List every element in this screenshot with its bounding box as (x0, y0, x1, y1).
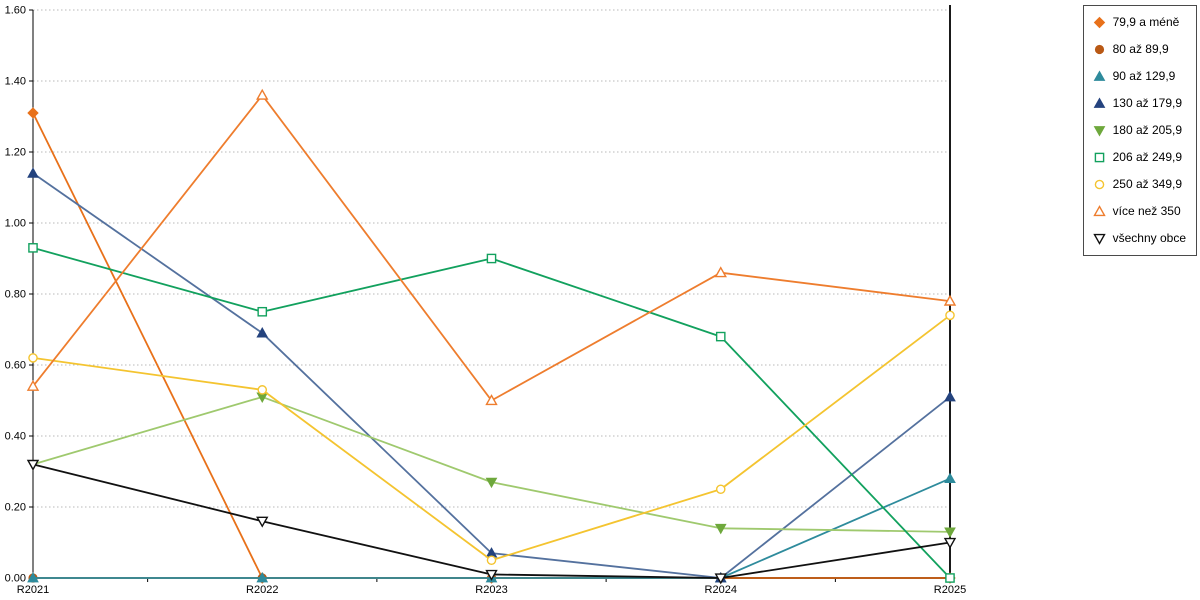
legend-item: 79,9 a méně (1093, 15, 1186, 29)
data-point-marker (943, 537, 957, 549)
legend-marker-icon (1092, 233, 1106, 245)
circle-open-icon (1094, 179, 1104, 189)
y-axis-tick-label: 1.40 (5, 76, 26, 88)
legend-item: 90 až 129,9 (1093, 69, 1186, 83)
legend-item-label: 250 až 349,9 (1112, 177, 1183, 191)
legend-item-label: 180 až 205,9 (1112, 123, 1183, 137)
data-point-marker (26, 459, 40, 471)
y-axis-tick-label: 1.60 (5, 5, 26, 17)
y-axis-tick-label: 0.40 (5, 431, 26, 443)
series-line (32, 94, 951, 402)
legend-marker-icon (1093, 69, 1105, 81)
legend-item: všechny obce (1092, 231, 1186, 245)
y-axis-tick-label: 0.80 (5, 289, 26, 301)
data-point-marker (715, 331, 726, 342)
legend-item-label: 206 až 249,9 (1112, 150, 1183, 164)
data-point-marker (485, 569, 498, 581)
data-point-marker (257, 306, 268, 317)
x-axis-tick-label: R2023 (475, 584, 507, 596)
legend-item-label: více než 350 (1112, 204, 1181, 218)
triangle-open-icon (1092, 204, 1106, 216)
x-axis-tick-label: R2022 (246, 584, 278, 596)
data-point-marker (27, 571, 39, 583)
circle-filled-icon (1094, 44, 1104, 54)
data-point-marker (715, 484, 726, 495)
y-axis-tick-label: 0.60 (5, 360, 26, 372)
data-point-marker (714, 573, 727, 585)
x-axis-tick-label: R2021 (17, 584, 49, 596)
data-point-marker (28, 353, 38, 363)
data-point-marker (945, 310, 955, 321)
legend-item: 180 až 205,9 (1093, 123, 1186, 137)
legend-marker-icon (1094, 152, 1104, 162)
data-point-marker (486, 253, 497, 264)
series-line (32, 314, 951, 562)
data-point-marker (256, 327, 269, 338)
data-point-marker (485, 477, 498, 489)
legend-item-label: všechny obce (1112, 231, 1186, 245)
legend-marker-icon (1092, 204, 1106, 216)
legend-marker-icon (1093, 16, 1105, 28)
square-open-icon (1094, 152, 1104, 162)
data-point-marker (27, 167, 39, 178)
legend-item: více než 350 (1092, 204, 1186, 218)
triangle-down-open-icon (1092, 233, 1106, 245)
legend-marker-icon (1094, 44, 1104, 54)
data-point-marker (257, 385, 268, 395)
y-axis-tick-label: 0.20 (5, 502, 26, 514)
legend-item: 250 až 349,9 (1093, 177, 1186, 191)
x-axis-tick-label: R2025 (934, 584, 966, 596)
series-line (32, 112, 951, 579)
legend-item-label: 79,9 a méně (1112, 15, 1180, 29)
data-point-marker (26, 379, 40, 391)
x-axis-tick-label: R2024 (705, 584, 737, 596)
legend-item-label: 130 až 179,9 (1112, 96, 1183, 110)
data-point-marker (486, 555, 497, 566)
series-line (32, 246, 951, 579)
data-point-marker (256, 88, 269, 100)
data-point-marker (27, 107, 39, 119)
data-point-marker (714, 266, 727, 278)
data-point-marker (944, 390, 956, 402)
series-line (32, 172, 951, 579)
triangle-filled-icon (1093, 96, 1105, 108)
diamond-filled-icon (1093, 16, 1105, 28)
legend-item: 80 až 89,9 (1093, 42, 1186, 56)
chart-legend: 79,9 a méně 80 až 89,9 90 až 129,9 130 až 1… (1082, 5, 1197, 256)
legend-item: 130 až 179,9 (1093, 96, 1186, 110)
triangle-filled-icon (1093, 69, 1105, 81)
legend-marker-icon (1094, 179, 1104, 189)
data-point-marker (945, 573, 955, 583)
legend-item-label: 80 až 89,9 (1112, 42, 1169, 56)
triangle-down-filled-icon (1093, 125, 1105, 137)
series-line (32, 396, 951, 533)
data-point-marker (944, 527, 956, 538)
data-point-marker (256, 516, 269, 528)
legend-marker-icon (1093, 96, 1105, 108)
legend-marker-icon (1093, 125, 1105, 137)
y-axis-tick-label: 0.00 (5, 573, 26, 585)
data-point-marker (256, 571, 269, 583)
legend-item: 206 až 249,9 (1093, 150, 1186, 164)
legend-item-label: 90 až 129,9 (1112, 69, 1176, 83)
y-axis-tick-label: 1.20 (5, 147, 26, 159)
data-point-marker (944, 472, 956, 483)
data-point-marker (714, 523, 727, 535)
data-point-marker (943, 294, 957, 306)
y-axis-tick-label: 1.00 (5, 218, 26, 230)
data-point-marker (485, 394, 498, 406)
data-point-marker (28, 243, 38, 253)
